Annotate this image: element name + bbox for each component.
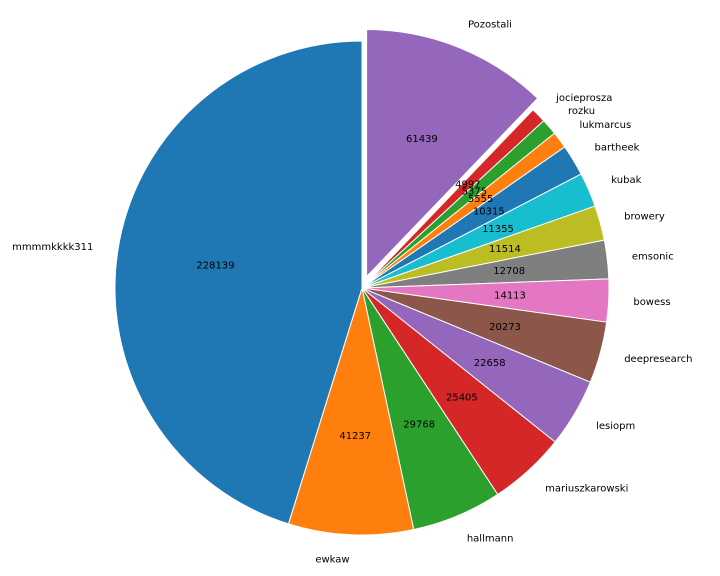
pie-category-label-bartheek: bartheek — [595, 142, 640, 153]
pie-value-label-pozostali: 61439 — [406, 134, 438, 145]
pie-value-label-kubak: 11355 — [482, 224, 514, 235]
pie-category-label-pozostali: Pozostali — [468, 19, 512, 30]
pie-value-label-browery: 11514 — [489, 244, 521, 255]
pie-category-label-mariuszkarowski: mariuszkarowski — [545, 484, 628, 495]
pie-category-label-deepresearch: deepresearch — [624, 354, 692, 365]
pie-category-label-kubak: kubak — [611, 175, 641, 186]
pie-category-label-emsonic: emsonic — [632, 252, 674, 263]
pie-slice-ewkaw — [287, 287, 415, 536]
pie-slices — [114, 29, 610, 536]
pie-category-label-mmmmkkkk311: mmmmkkkk311 — [12, 242, 93, 253]
pie-value-label-bowess: 14113 — [494, 291, 526, 302]
pie-value-label-bartheek: 10315 — [473, 206, 505, 217]
pie-value-label-mariuszkarowski: 25405 — [446, 392, 478, 403]
pie-category-label-hallmann: hallmann — [467, 534, 514, 545]
pie-category-label-bowess: bowess — [633, 297, 670, 308]
pie-value-label-mmmmkkkk311: 228139 — [196, 261, 234, 272]
pie-value-label-deepresearch: 20273 — [489, 322, 521, 333]
pie-value-label-hallmann: 29768 — [403, 420, 435, 431]
pie-value-label-lesiopm: 22658 — [474, 358, 506, 369]
pie-value-label-ewkaw: 41237 — [339, 431, 371, 442]
pie-category-labels: Pozostali jocieprosza rozku lukmarcus barthe… — [12, 19, 692, 565]
pie-value-label-jocieprosza: 4997 — [455, 179, 480, 190]
pie-category-label-ewkaw: ewkaw — [315, 554, 349, 565]
pie-category-label-rozku: rozku — [568, 106, 595, 117]
pie-slice-pozostali — [366, 29, 539, 278]
pie-category-label-browery: browery — [624, 211, 665, 222]
pie-value-label-emsonic: 12708 — [493, 266, 525, 277]
pie-slice-mmmmkkkk311 — [114, 40, 363, 525]
pie-category-label-jocieprosza: jocieprosza — [555, 93, 612, 104]
pie-category-label-lesiopm: lesiopm — [596, 421, 635, 432]
pie-value-label-rozku: 5375 — [462, 186, 487, 197]
pie-value-label-lukmarcus: 5555 — [468, 194, 493, 205]
pie-category-label-lukmarcus: lukmarcus — [580, 120, 632, 131]
